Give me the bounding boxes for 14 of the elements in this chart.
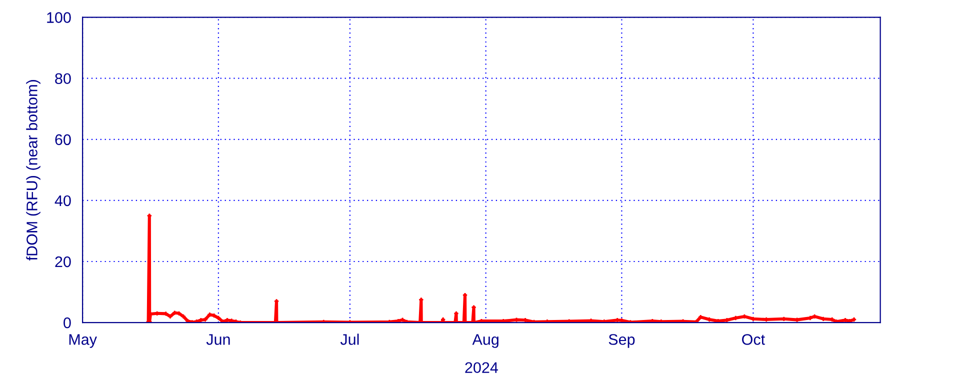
y-axis-title: fDOM (RFU) (near bottom)	[26, 80, 40, 261]
y-tick-label: 80	[55, 73, 71, 84]
x-axis-title: 2024	[465, 362, 498, 374]
x-tick-label: Oct	[742, 334, 765, 345]
y-tick-label: 40	[54, 195, 71, 206]
x-tick-label: May	[69, 334, 97, 348]
x-tick-label: Jul	[340, 334, 359, 345]
y-tick-label: 0	[64, 317, 71, 328]
x-tick-label: Aug	[472, 334, 498, 348]
y-tick-label: 20	[55, 256, 71, 268]
y-tick-label: 60	[55, 134, 71, 146]
x-tick-label: Sep	[608, 334, 635, 348]
x-tick-label: Jun	[206, 334, 230, 345]
y-tick-label: 100	[47, 12, 71, 23]
